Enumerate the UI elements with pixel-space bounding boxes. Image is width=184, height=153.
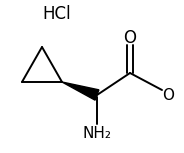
Text: HCl: HCl xyxy=(43,5,71,23)
Text: O: O xyxy=(162,88,174,103)
Polygon shape xyxy=(62,82,99,100)
Text: O: O xyxy=(123,29,137,47)
Text: NH₂: NH₂ xyxy=(82,125,112,140)
